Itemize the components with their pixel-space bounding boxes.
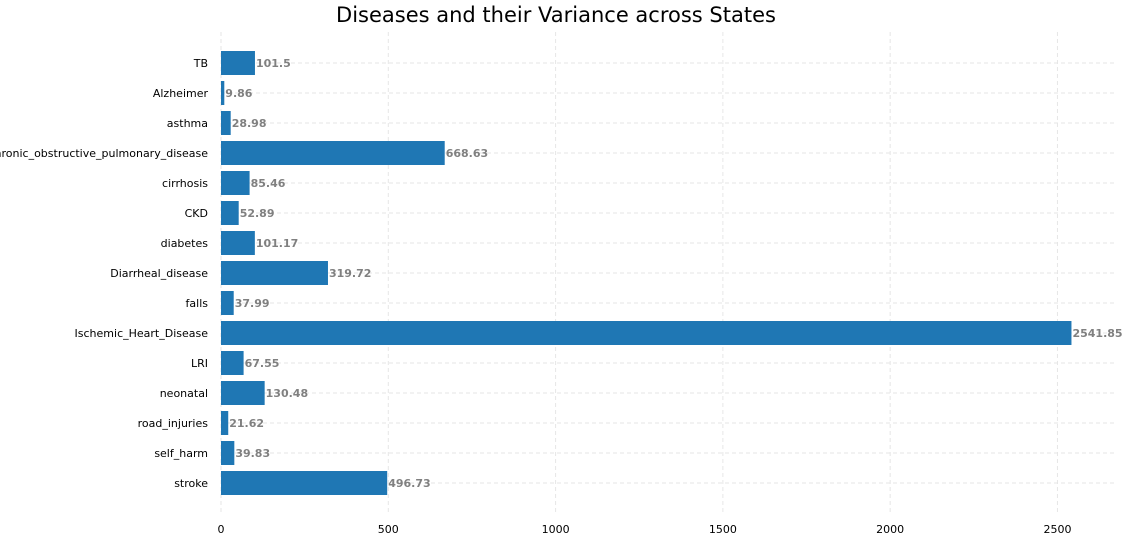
data-label: 21.62 <box>229 417 264 430</box>
y-tick-label: Chronic_obstructive_pulmonary_disease <box>0 147 208 160</box>
y-tick-label: CKD <box>185 207 208 220</box>
x-tick-label: 2000 <box>876 523 904 536</box>
x-axis-ticks: 0 500 1000 1500 2000 2500 <box>218 523 1072 536</box>
y-tick-label: road_injuries <box>138 417 209 430</box>
y-tick-label: Alzheimer <box>153 87 209 100</box>
bar <box>221 351 244 375</box>
y-tick-label: diabetes <box>161 237 209 250</box>
chart-title: Diseases and their Variance across State… <box>336 3 776 27</box>
bar <box>221 111 231 135</box>
data-label: 9.86 <box>225 87 252 100</box>
label-layer: 101.5 9.86 28.98 668.63 85.46 52.89 101.17 319.… <box>225 57 1122 490</box>
bar <box>221 171 250 195</box>
bar <box>221 261 328 285</box>
data-label: 101.17 <box>256 237 298 250</box>
bar <box>221 81 225 105</box>
data-label: 28.98 <box>232 117 267 130</box>
y-tick-label: TB <box>193 57 208 70</box>
bar <box>221 471 388 495</box>
y-axis-ticks: TB Alzheimer asthma Chronic_obstructive_pul… <box>0 57 208 490</box>
bar <box>221 321 1072 345</box>
y-tick-label: stroke <box>174 477 208 490</box>
y-tick-label: neonatal <box>160 387 208 400</box>
bar <box>221 291 234 315</box>
data-label: 130.48 <box>266 387 308 400</box>
data-label: 496.73 <box>388 477 430 490</box>
bar <box>221 231 255 255</box>
data-label: 85.46 <box>251 177 286 190</box>
bar <box>221 141 445 165</box>
x-tick-label: 2500 <box>1043 523 1071 536</box>
y-tick-label: Diarrheal_disease <box>110 267 208 280</box>
data-label: 319.72 <box>329 267 371 280</box>
data-label: 668.63 <box>446 147 488 160</box>
bar <box>221 381 265 405</box>
bar <box>221 441 235 465</box>
data-label: 52.89 <box>240 207 275 220</box>
data-label: 101.5 <box>256 57 291 70</box>
data-label: 67.55 <box>245 357 280 370</box>
y-tick-label: LRI <box>191 357 208 370</box>
data-label: 39.83 <box>235 447 270 460</box>
y-tick-label: self_harm <box>154 447 208 460</box>
bar <box>221 51 255 75</box>
x-tick-label: 0 <box>218 523 225 536</box>
x-tick-label: 500 <box>378 523 399 536</box>
bar <box>221 201 239 225</box>
data-label: 37.99 <box>235 297 270 310</box>
y-tick-label: falls <box>186 297 209 310</box>
y-tick-label: cirrhosis <box>162 177 208 190</box>
x-tick-label: 1500 <box>709 523 737 536</box>
y-tick-label: Ischemic_Heart_Disease <box>75 327 209 340</box>
bar <box>221 411 229 435</box>
data-label: 2541.85 <box>1072 327 1122 340</box>
x-tick-label: 1000 <box>542 523 570 536</box>
y-tick-label: asthma <box>167 117 208 130</box>
bar-layer <box>221 51 1072 495</box>
